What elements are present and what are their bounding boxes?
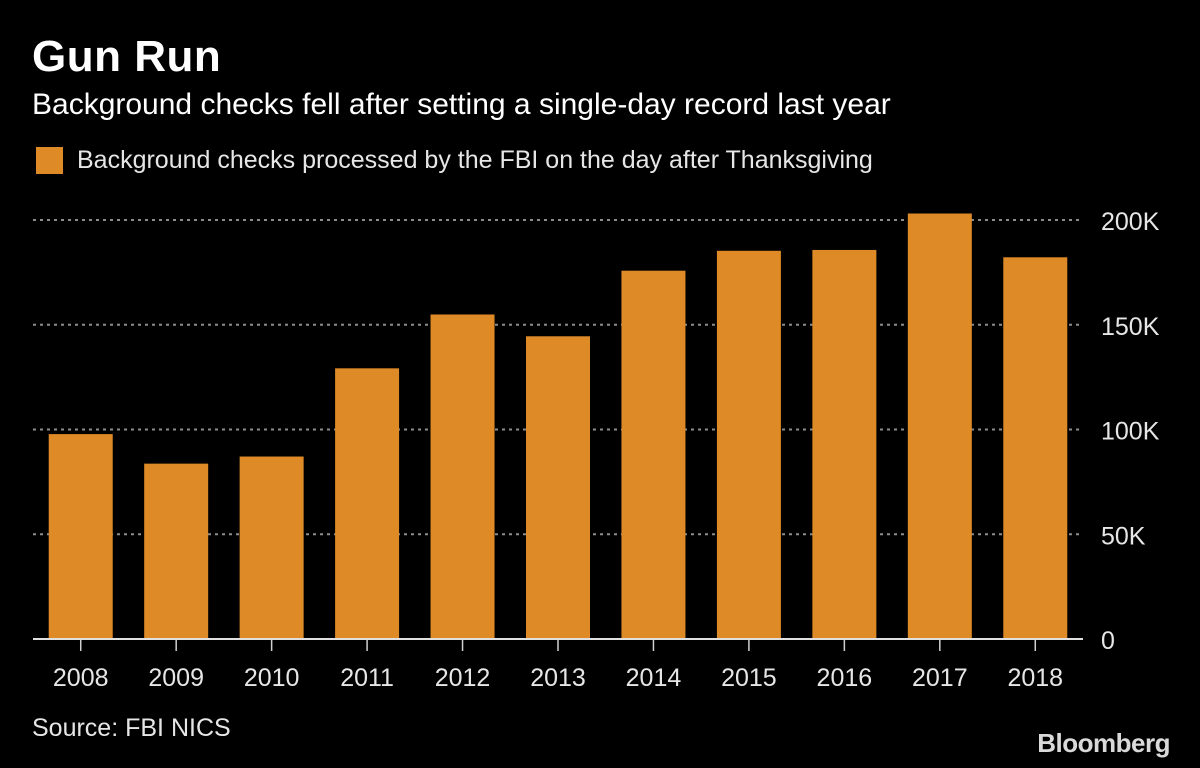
x-tick-label: 2013 [530,664,586,692]
source-note: Source: FBI NICS [32,714,231,742]
bar [716,250,781,639]
legend-swatch [36,147,63,174]
bar [526,336,590,639]
x-tick-label: 2012 [435,664,491,692]
x-tick-label: 2009 [148,664,204,692]
bar [621,270,686,639]
chart-title: Gun Run [32,32,222,81]
legend-label: Background checks processed by the FBI o… [77,146,873,174]
bar [1003,257,1068,639]
y-tick-label: 0 [1101,627,1115,655]
bar [48,434,113,639]
y-tick-label: 100K [1101,418,1160,446]
bar [144,463,209,639]
x-tick-label: 2015 [721,664,777,692]
chart-subtitle: Background checks fell after setting a s… [32,88,891,121]
x-tick-label: 2010 [244,664,300,692]
y-tick-label: 50K [1101,522,1146,550]
bar [335,368,400,639]
x-tick-label: 2008 [53,664,109,692]
legend: Background checks processed by the FBI o… [36,146,873,175]
y-tick-label: 150K [1101,313,1160,341]
x-tick-label: 2011 [340,664,394,692]
x-tick-label: 2018 [1007,664,1063,692]
bar [907,213,972,639]
bar [430,314,495,639]
brand-logo: Bloomberg [1037,728,1170,758]
y-tick-label: 200K [1101,208,1160,236]
x-tick-label: 2014 [626,664,682,692]
x-tick-label: 2016 [817,664,873,692]
x-tick-label: 2017 [912,664,968,692]
bar [239,456,304,639]
bar [812,249,877,639]
